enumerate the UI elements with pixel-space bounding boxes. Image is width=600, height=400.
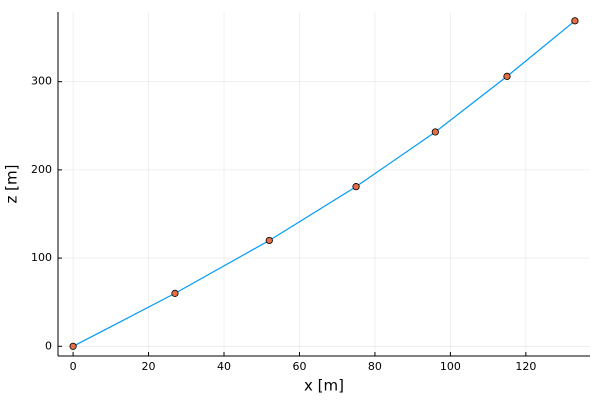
y-axis-title: z [m] (3, 165, 21, 204)
point (265, 236, 273, 245)
y-tick-label: 100 (31, 251, 52, 264)
x-tick-label: 40 (217, 360, 231, 373)
x-tick-label: 100 (440, 360, 461, 373)
point (352, 183, 360, 191)
point (571, 17, 579, 25)
y-tick-label: 300 (31, 75, 52, 88)
x-tick-label: 80 (368, 360, 382, 373)
x-tick-label: 120 (515, 360, 536, 373)
x-tick-label: 60 (292, 360, 306, 373)
point (171, 289, 179, 297)
x-axis-title: x [m] (304, 377, 344, 395)
x-tick-label: 0 (70, 360, 77, 373)
point (69, 342, 77, 350)
point (503, 72, 511, 80)
y-tick-label: 0 (45, 339, 52, 352)
y-tick-label: 200 (31, 163, 52, 176)
x-tick-label: 20 (142, 360, 156, 373)
point (431, 128, 439, 136)
